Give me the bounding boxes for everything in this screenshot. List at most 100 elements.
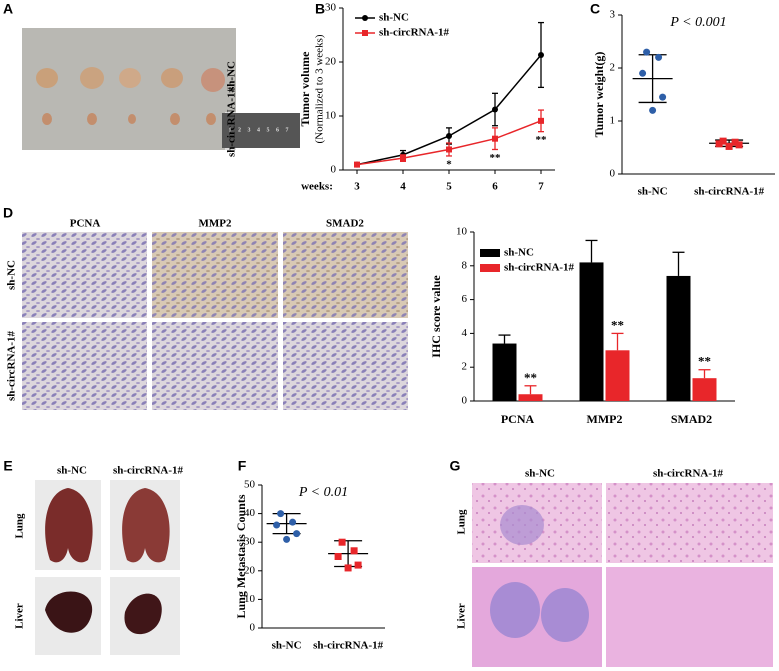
row-label: Liver [456, 603, 468, 629]
ruler-label: 7 [286, 127, 289, 133]
y-tick-label: 30 [325, 2, 337, 14]
marker [362, 30, 368, 36]
row-label: Liver [14, 603, 26, 629]
panel-e-images [35, 480, 180, 655]
marker [659, 93, 667, 101]
marker [289, 518, 297, 526]
marker [492, 106, 498, 113]
marker [639, 69, 647, 77]
marker [725, 142, 733, 150]
y-tick-label: 8 [462, 259, 468, 271]
marker [334, 553, 342, 560]
y-tick-label: 30 [244, 536, 256, 548]
y-tick-label: 3 [610, 9, 616, 21]
x-tick-label: 3 [354, 181, 360, 193]
x-tick-label: SMAD2 [671, 412, 712, 426]
marker [338, 538, 346, 546]
ruler-label: 4 [257, 127, 260, 133]
legend-swatch [480, 264, 500, 272]
ruler-label: 2 [238, 127, 241, 133]
x-tick-label: sh-NC [638, 186, 668, 198]
annotation: ** [524, 370, 537, 385]
marker [354, 561, 362, 569]
marker [283, 535, 291, 543]
panel-letter: C [590, 1, 600, 17]
x-tick-label: PCNA [501, 412, 535, 426]
marker [446, 132, 452, 139]
x-tick-label: sh-NC [272, 640, 302, 652]
y-tick-label: 1 [610, 115, 616, 127]
y-label: Tumor volume [298, 51, 312, 127]
ruler-label: 3 [248, 127, 251, 133]
y-tick-label: 2 [610, 62, 616, 74]
annotation: ** [611, 317, 624, 332]
row-label: sh-NC [6, 260, 18, 290]
annotation: ** [698, 354, 711, 369]
legend-label: sh-NC [504, 247, 534, 259]
x-tick-label: sh-circRNA-1# [694, 186, 765, 198]
marker [719, 137, 727, 145]
panel-a-image [22, 28, 300, 150]
y-tick-label: 20 [244, 564, 256, 576]
ihc-image [283, 232, 408, 318]
panel-letter: B [315, 1, 325, 17]
bar [692, 378, 717, 401]
marker [649, 106, 657, 114]
y-tick-label: 2 [462, 361, 468, 373]
marker [344, 564, 352, 572]
legend-swatch [480, 249, 500, 257]
y-label: Lung Metastasis Counts [234, 494, 248, 618]
ruler-label: 5 [267, 127, 270, 133]
marker [350, 547, 358, 555]
x-tick-label: sh-circRNA-1# [313, 640, 384, 652]
column-label: sh-circRNA-1# [653, 468, 724, 480]
ihc-image [283, 322, 408, 410]
y-tick-label: 6 [462, 293, 468, 305]
row-label: sh-circRNA-1# [226, 86, 238, 157]
x-tick-label: 4 [400, 181, 406, 193]
x-tick-label: 6 [492, 181, 498, 193]
column-label: sh-circRNA-1# [113, 465, 184, 477]
x-tick-label: 7 [538, 181, 544, 193]
row-label: Lung [14, 513, 26, 539]
x-tick-label: 5 [446, 181, 452, 193]
annotation: * [446, 158, 452, 170]
bar [492, 343, 517, 401]
marker [362, 15, 368, 21]
ihc-image [22, 232, 147, 318]
ihc-image [152, 322, 278, 410]
annotation: ** [536, 134, 548, 146]
y-tick-label: 40 [244, 507, 256, 519]
y-tick-label: 0 [250, 622, 256, 634]
y-tick-label: 10 [244, 593, 256, 605]
marker [538, 117, 544, 124]
legend-label: sh-circRNA-1# [504, 262, 575, 274]
y-label: Tumor weight(g) [592, 52, 606, 138]
panel-g-images [472, 483, 773, 667]
marker [731, 138, 739, 146]
bar [605, 350, 630, 401]
legend-label: sh-circRNA-1# [379, 27, 450, 39]
bar [518, 394, 543, 401]
marker [655, 53, 663, 61]
panel-letter: G [450, 458, 461, 474]
marker [643, 48, 651, 56]
y-tick-label: 10 [456, 226, 468, 238]
annotation: ** [490, 152, 502, 164]
column-label: SMAD2 [326, 218, 364, 230]
marker [354, 161, 360, 168]
row-label: sh-circRNA-1# [6, 330, 18, 401]
panel-letter: A [3, 1, 13, 17]
marker [735, 141, 743, 149]
y-tick-label: 4 [462, 327, 468, 339]
panel-letter: D [3, 205, 13, 221]
y-tick-label: 0 [610, 168, 616, 180]
x-label: weeks: [301, 181, 333, 193]
y-tick-label: 50 [244, 479, 256, 491]
y-tick-label: 0 [462, 395, 468, 407]
legend-label: sh-NC [379, 12, 409, 24]
ruler-label: 1 [229, 127, 232, 133]
marker [446, 146, 452, 153]
column-label: sh-NC [57, 465, 87, 477]
column-label: sh-NC [525, 468, 555, 480]
